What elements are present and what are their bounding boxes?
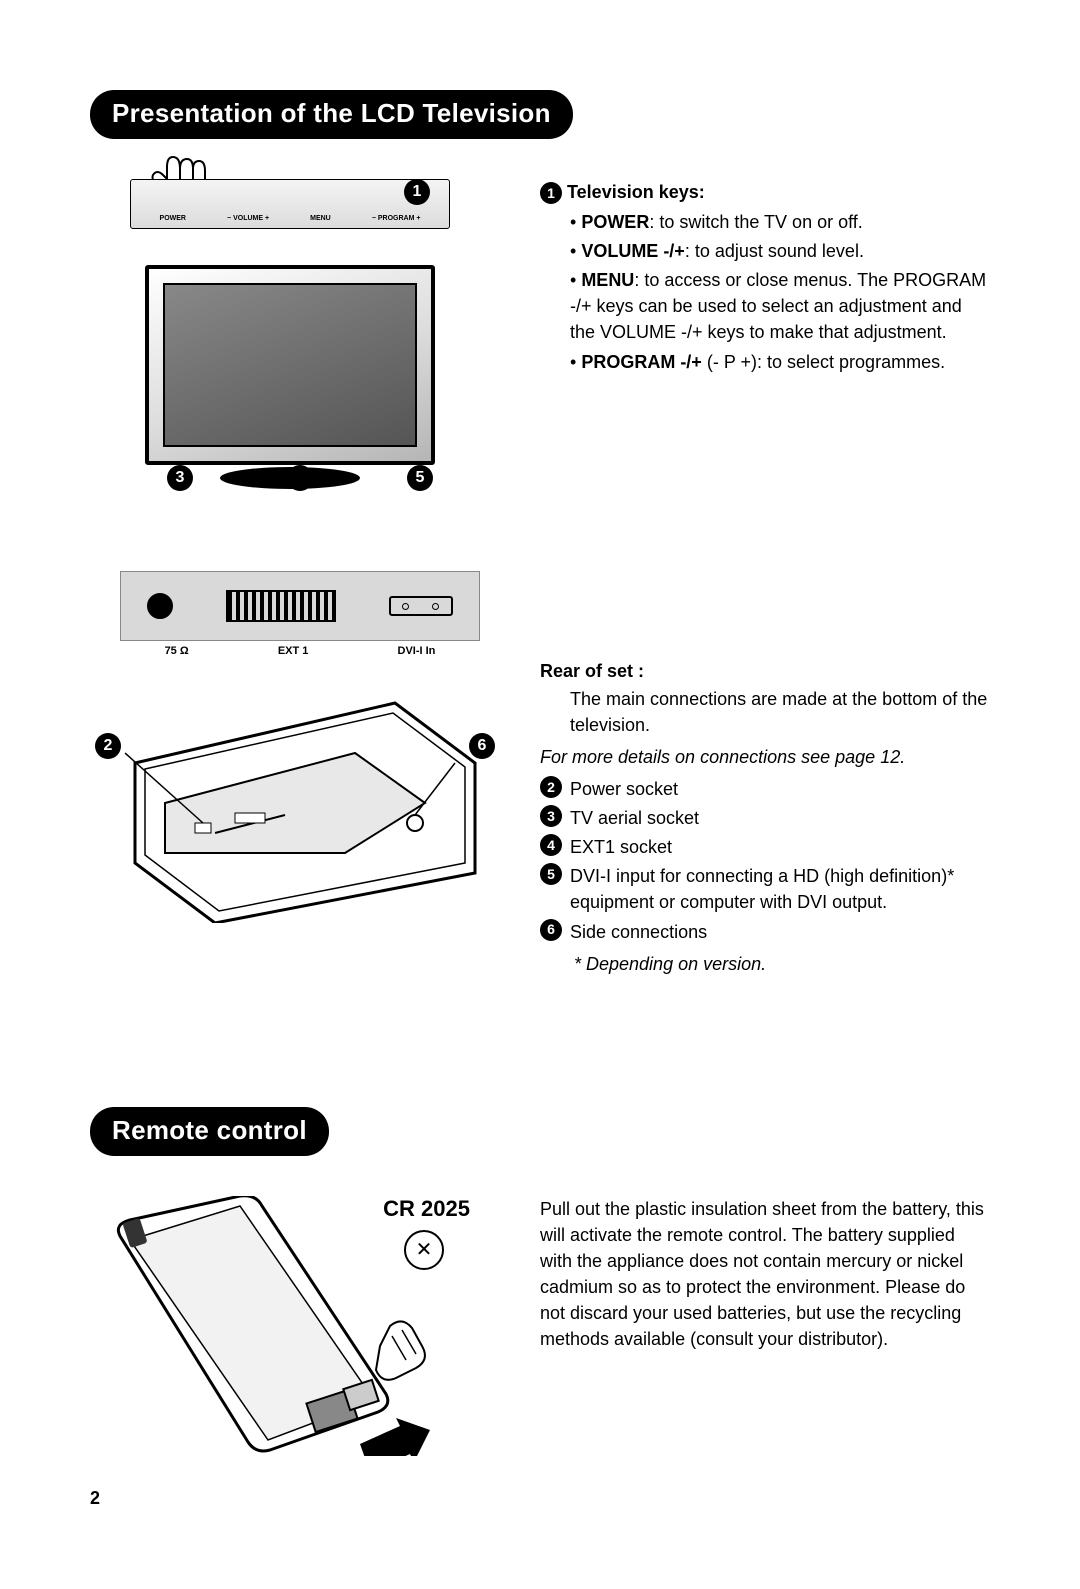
key-label: MENU [310,215,331,222]
remote-diagram-col: CR 2025 ✕ [90,1196,510,1456]
scart-icon [226,590,336,622]
list-item: POWER: to switch the TV on or off. [570,209,990,235]
coax-icon [147,593,173,619]
rear-subtext: The main connections are made at the bot… [540,686,990,738]
key-label: POWER [160,215,186,222]
section-presentation: Presentation of the LCD Television POWER… [90,90,990,977]
section-title: Presentation of the LCD Television [90,90,573,139]
list-item: 5DVI-I input for connecting a HD (high d… [540,863,990,915]
list-item: 6Side connections [540,919,990,945]
remote-text-col: Pull out the plastic insulation sheet fr… [540,1196,990,1456]
tv-keys-list: POWER: to switch the TV on or off. VOLUM… [540,209,990,375]
port-label: EXT 1 [278,645,309,657]
text-column: 1 Television keys: POWER: to switch the … [540,179,990,977]
callout-6: 6 [469,733,495,759]
diagram-column: POWER − VOLUME + MENU − PROGRAM + 1 3 4 … [90,179,510,977]
port-labels-row: 75 Ω EXT 1 DVI-I In [120,645,480,657]
section1-columns: POWER − VOLUME + MENU − PROGRAM + 1 3 4 … [90,179,990,977]
list-item: 2Power socket [540,776,990,802]
callout-2: 2 [95,733,121,759]
key-label: − VOLUME + [227,215,269,222]
section2-columns: CR 2025 ✕ Pull out [90,1196,990,1456]
rear-heading: Rear of set : [540,658,990,684]
port-label: 75 Ω [165,645,189,657]
ports-bar [120,571,480,641]
tv-keys-block: 1 Television keys: POWER: to switch the … [540,179,990,375]
callout-inline-1: 1 [540,182,562,204]
rear-note: For more details on connections see page… [540,744,990,770]
tv-keys-diagram: POWER − VOLUME + MENU − PROGRAM + 1 [90,179,490,465]
depending-note: * Depending on version. [540,951,990,977]
battery-type-label: CR 2025 [383,1196,470,1222]
port-label: DVI-I In [398,645,436,657]
callout-3: 3 [167,465,193,491]
dvi-icon [389,596,453,616]
tv-back-icon [115,693,485,923]
rear-block: Rear of set : The main connections are m… [540,658,990,977]
tv-front-icon [145,265,435,465]
list-item: VOLUME -/+: to adjust sound level. [570,238,990,264]
tv-keys-heading: Television keys: [567,182,705,202]
list-item: 3TV aerial socket [540,805,990,831]
tv-back-diagram: 2 6 [115,693,485,923]
section-remote: Remote control CR 2025 ✕ [90,1107,990,1456]
section-title: Remote control [90,1107,329,1156]
page-number: 2 [90,1488,100,1509]
callout-1: 1 [404,179,430,205]
tv-keys-strip: POWER − VOLUME + MENU − PROGRAM + [130,179,450,229]
battery-icon: ✕ [404,1230,444,1270]
callout-5: 5 [407,465,433,491]
list-item: PROGRAM -/+ (- P +): to select programme… [570,349,990,375]
list-item: 4EXT1 socket [540,834,990,860]
remote-body-text: Pull out the plastic insulation sheet fr… [540,1196,990,1353]
remote-diagram: CR 2025 ✕ [90,1196,490,1456]
key-label: − PROGRAM + [372,215,421,222]
rear-list: 2Power socket 3TV aerial socket 4EXT1 so… [540,776,990,945]
list-item: MENU: to access or close menus. The PROG… [570,267,990,345]
